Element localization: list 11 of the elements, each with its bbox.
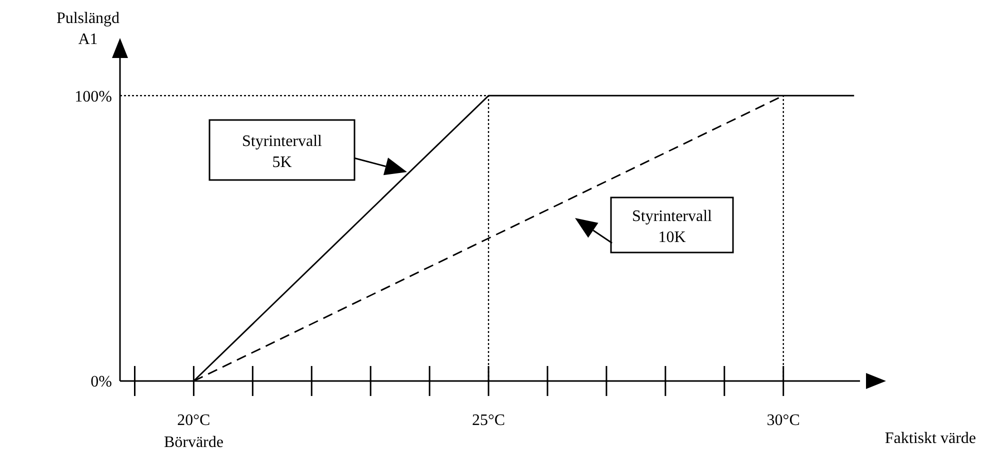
y-tick-label: 100%: [74, 88, 112, 106]
annotation: Styrintervall 5K: [242, 133, 323, 171]
y-axis-title: Pulslängd A1: [55, 9, 121, 50]
y-tick-label: 0%: [90, 374, 112, 391]
x-tick-label: 20°C Börvärde: [164, 412, 224, 451]
callout-box: Styrintervall 5K: [208, 119, 356, 181]
annotation: Styrintervall 10K: [632, 208, 713, 246]
x-tick-label: 25°C: [472, 412, 506, 429]
callout-box: Styrintervall 10K: [610, 196, 734, 254]
x-tick-label: 30°C: [766, 412, 800, 429]
x-axis-title: Faktiskt värde: [884, 430, 976, 448]
